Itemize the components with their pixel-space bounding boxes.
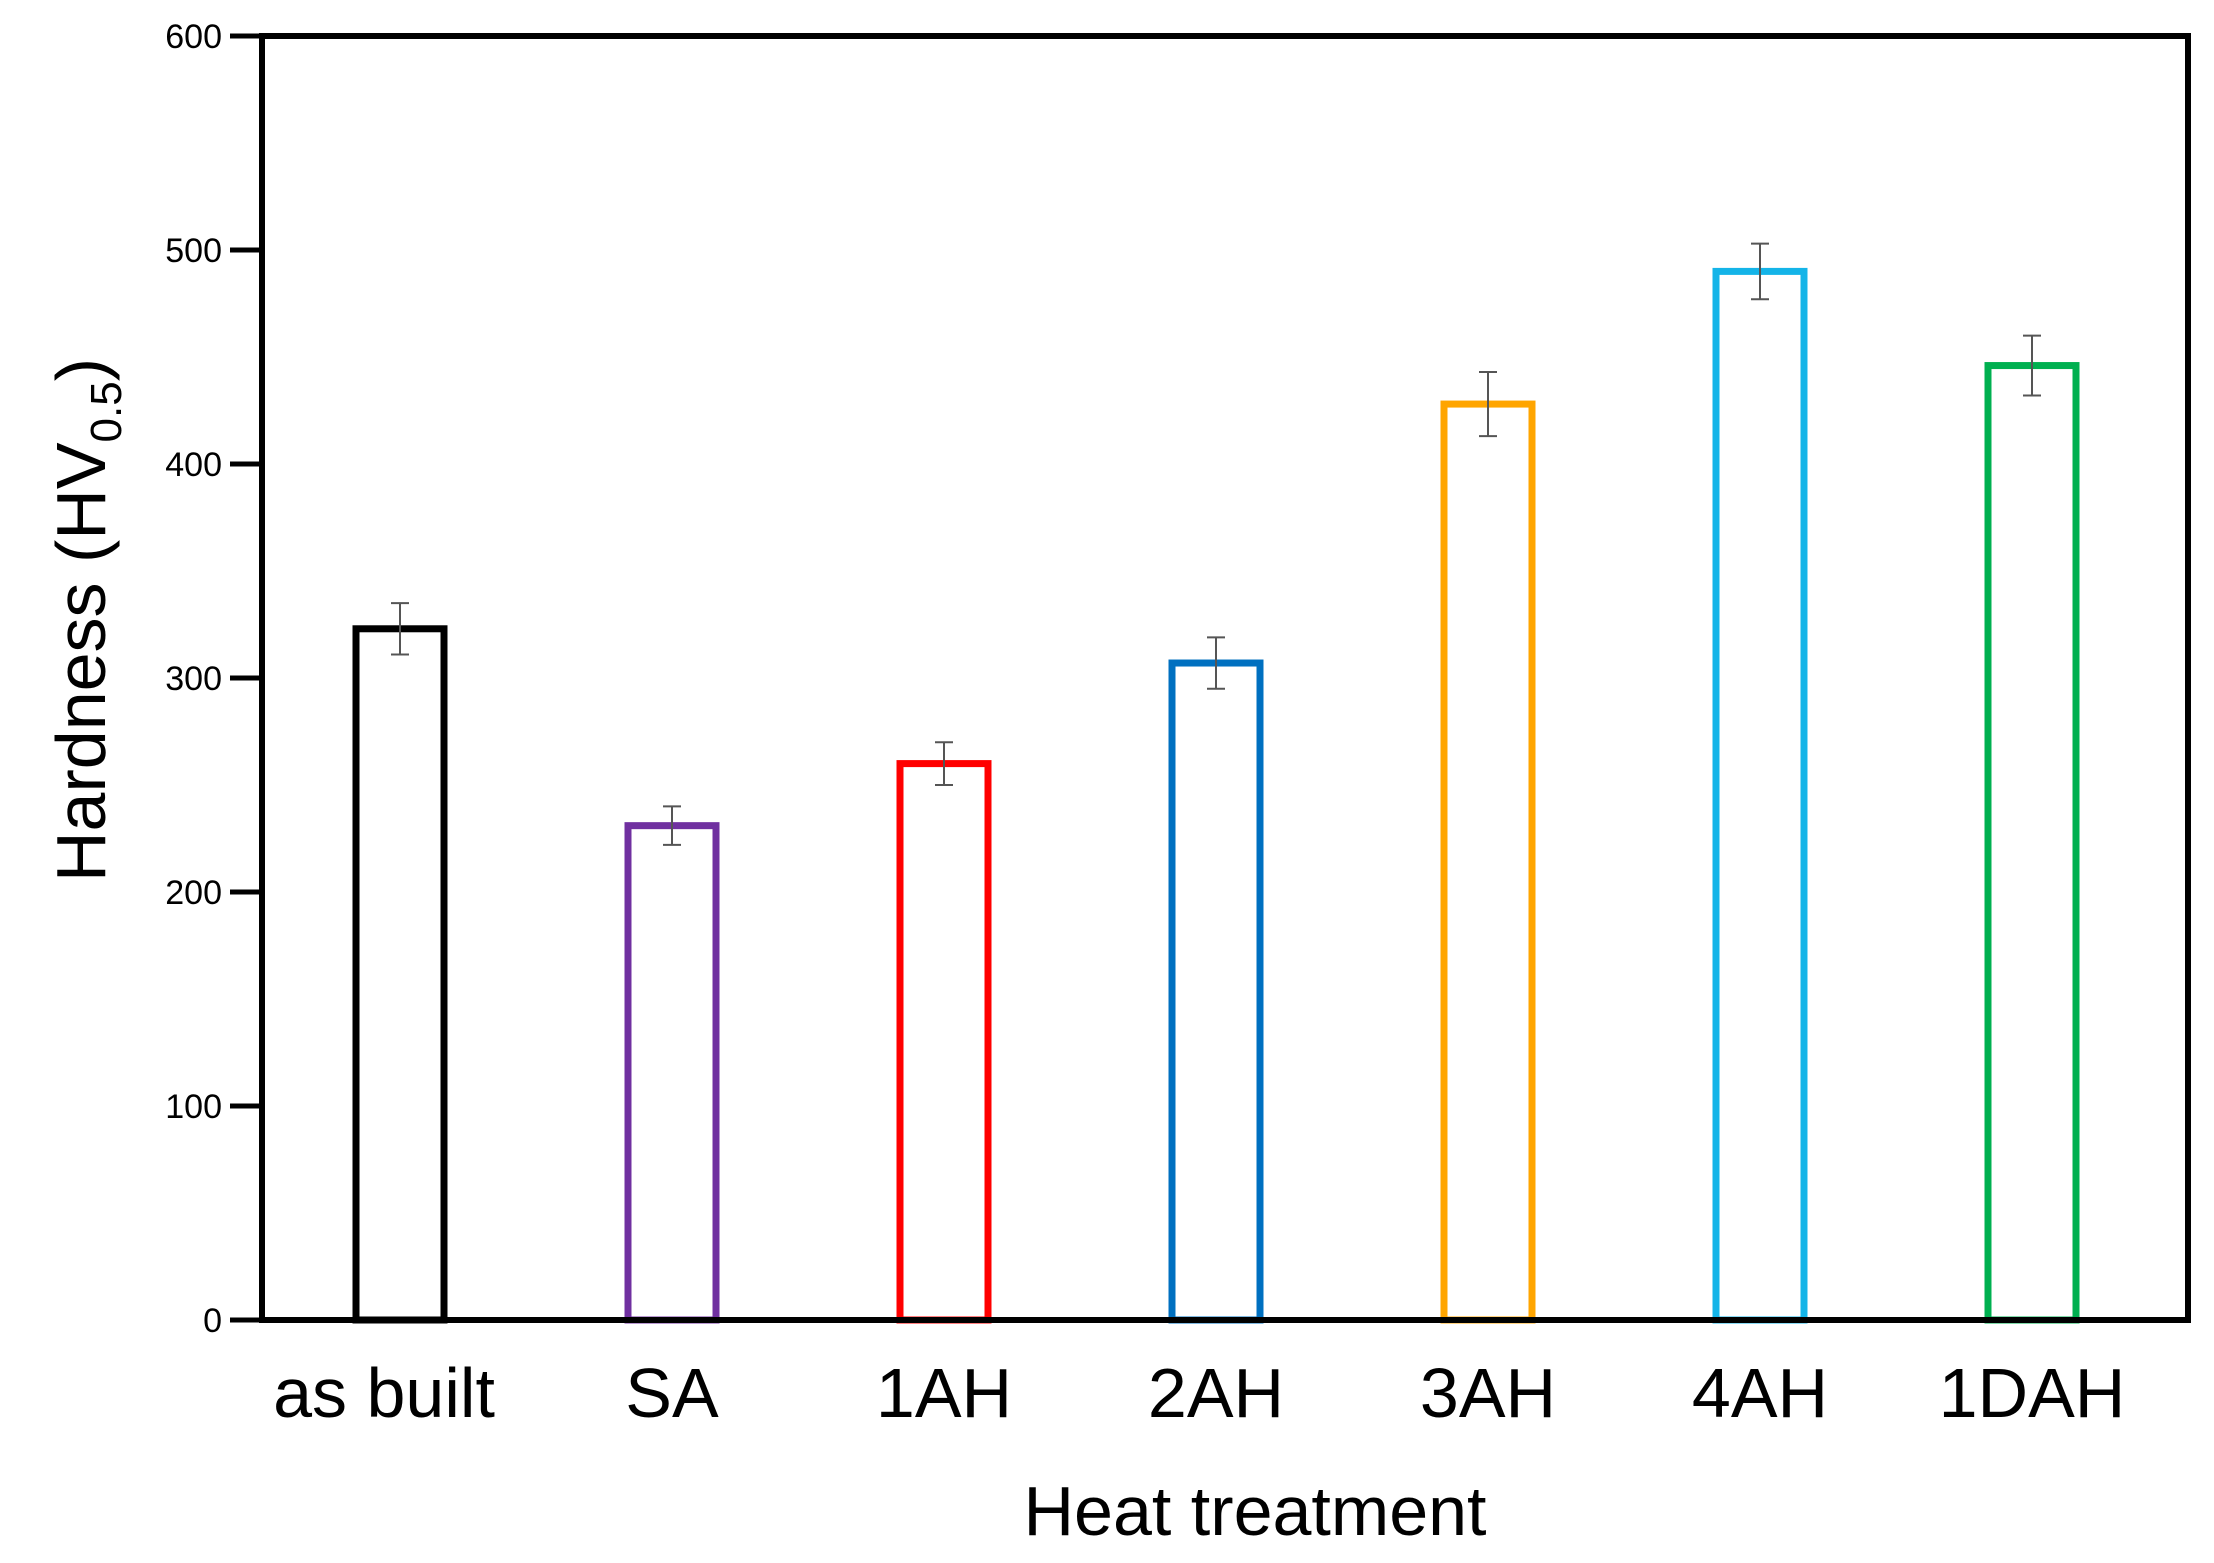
error-bar-as-built	[391, 602, 409, 656]
y-axis-title-subscript: 0.5	[82, 381, 131, 442]
y-tick-label: 100	[165, 1088, 222, 1126]
bar-sa	[624, 822, 720, 1324]
x-axis-tick-labels: as built SA 1AH 2AH 3AH 4AH 1DAH	[273, 1354, 2125, 1432]
y-tick-label: 200	[165, 874, 222, 912]
x-axis-title: Heat treatment	[1024, 1472, 1487, 1550]
error-bar-sa	[663, 805, 681, 846]
error-bar-3ah	[1479, 370, 1497, 438]
y-tick-label: 600	[165, 18, 222, 56]
bar-1dah	[1984, 362, 2080, 1324]
x-tick-label: 3AH	[1420, 1354, 1556, 1432]
y-tick-label: 300	[165, 660, 222, 698]
error-bar-1dah	[2023, 334, 2041, 397]
x-tick-label: 1AH	[876, 1354, 1012, 1432]
y-axis-title-main: Hardness (HV	[42, 442, 120, 882]
y-tick-label: 400	[165, 446, 222, 484]
y-axis-title-close: )	[42, 358, 120, 381]
error-bar-2ah	[1207, 636, 1225, 690]
error-bar-1ah	[935, 741, 953, 786]
y-axis: 0 100 200 300 400 500 600	[165, 18, 262, 1340]
y-axis-title: Hardness (HV0.5)	[42, 358, 131, 882]
plot-area-frame	[259, 33, 2191, 1323]
y-tick-label: 0	[203, 1302, 222, 1340]
bar-2ah	[1168, 659, 1264, 1324]
error-bar-4ah	[1751, 242, 1769, 301]
y-tick-label: 500	[165, 232, 222, 270]
x-tick-label: 2AH	[1148, 1354, 1284, 1432]
bars-layer	[352, 267, 2080, 1324]
x-tick-label: as built	[273, 1354, 495, 1432]
x-tick-label: 4AH	[1692, 1354, 1828, 1432]
bar-as-built	[352, 625, 448, 1324]
bar-4ah	[1712, 267, 1808, 1324]
bar-1ah	[896, 760, 992, 1324]
bar-3ah	[1440, 400, 1536, 1324]
error-bars-layer	[391, 242, 2041, 846]
x-tick-label: SA	[625, 1354, 719, 1432]
x-tick-label: 1DAH	[1939, 1354, 2126, 1432]
